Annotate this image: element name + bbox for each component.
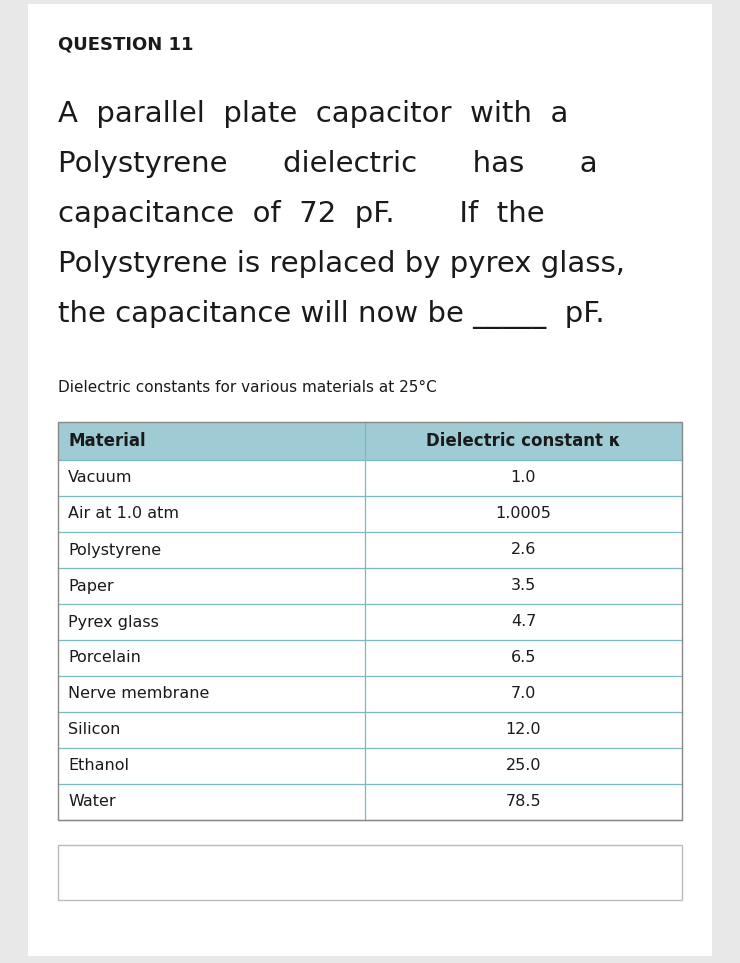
Text: Dielectric constants for various materials at 25°C: Dielectric constants for various materia…	[58, 380, 437, 395]
Bar	[58, 422, 682, 820]
Bar	[58, 422, 682, 460]
Text: the capacitance will now be _____  pF.: the capacitance will now be _____ pF.	[58, 300, 605, 329]
Text: 3.5: 3.5	[511, 579, 536, 593]
Text: Pyrex glass: Pyrex glass	[68, 614, 159, 630]
Text: Silicon: Silicon	[68, 722, 121, 738]
Text: 2.6: 2.6	[511, 542, 536, 558]
Text: 4.7: 4.7	[511, 614, 536, 630]
Text: Polystyrene      dielectric      has      a: Polystyrene dielectric has a	[58, 150, 598, 178]
Text: Vacuum: Vacuum	[68, 471, 132, 485]
Text: Nerve membrane: Nerve membrane	[68, 687, 209, 701]
Text: Dielectric constant κ: Dielectric constant κ	[426, 432, 621, 450]
Text: 7.0: 7.0	[511, 687, 536, 701]
Text: Polystyrene: Polystyrene	[68, 542, 161, 558]
Text: A  parallel  plate  capacitor  with  a: A parallel plate capacitor with a	[58, 100, 568, 128]
Text: Porcelain: Porcelain	[68, 650, 141, 665]
Text: 1.0: 1.0	[511, 471, 536, 485]
Text: 78.5: 78.5	[505, 794, 542, 810]
Text: 6.5: 6.5	[511, 650, 536, 665]
Text: Ethanol: Ethanol	[68, 759, 129, 773]
Text: 12.0: 12.0	[505, 722, 542, 738]
Text: Air at 1.0 atm: Air at 1.0 atm	[68, 507, 179, 522]
Text: Paper: Paper	[68, 579, 114, 593]
Text: QUESTION 11: QUESTION 11	[58, 35, 193, 53]
Text: Material: Material	[68, 432, 146, 450]
Text: 25.0: 25.0	[505, 759, 541, 773]
Text: capacitance  of  72  pF.       If  the: capacitance of 72 pF. If the	[58, 200, 545, 228]
Bar	[58, 845, 682, 900]
Text: 1.0005: 1.0005	[496, 507, 551, 522]
Text: Polystyrene is replaced by pyrex glass,: Polystyrene is replaced by pyrex glass,	[58, 250, 625, 278]
Text: Water: Water	[68, 794, 115, 810]
